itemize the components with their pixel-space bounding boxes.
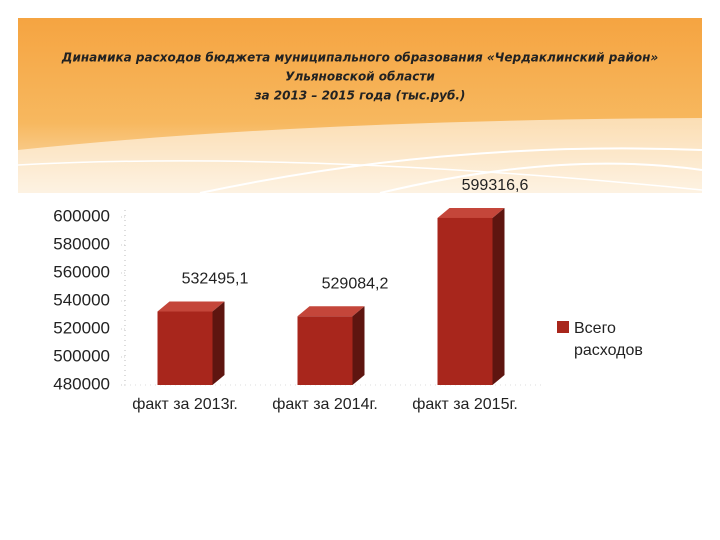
header-curve (379, 162, 703, 194)
data-label: 529084,2 (322, 276, 389, 293)
y-tick-label: 580000 (53, 234, 110, 253)
bar (297, 316, 353, 385)
bar-side (492, 207, 505, 385)
header-curve (199, 147, 703, 194)
y-tick-label: 540000 (53, 290, 110, 309)
bar-side (212, 301, 225, 385)
x-tick-label: факт за 2015г. (412, 396, 518, 413)
y-tick-label: 480000 (53, 374, 110, 393)
chart-title: за 2013 – 2015 года (тыс.руб.) (254, 89, 466, 103)
y-tick-label: 600000 (53, 206, 110, 225)
y-tick-label: 560000 (53, 262, 110, 281)
bar-top (437, 207, 505, 218)
bar-top (297, 306, 365, 317)
header-wave (18, 118, 702, 193)
x-tick-label: факт за 2014г. (272, 396, 378, 413)
bar (157, 311, 213, 385)
data-label: 532495,1 (182, 271, 249, 288)
bar-top (157, 301, 225, 312)
bar-side (352, 306, 365, 385)
y-tick-label: 500000 (53, 346, 110, 365)
legend-swatch (557, 321, 569, 333)
chart-title: Ульяновской области (285, 70, 435, 84)
x-tick-label: факт за 2013г. (132, 396, 238, 413)
bar (437, 217, 493, 385)
header-curve (17, 160, 703, 191)
data-label: 599316,6 (462, 177, 529, 194)
legend-label: Всего расходов (574, 320, 643, 359)
chart-title: Динамика расходов бюджета муниципального… (61, 51, 659, 65)
y-tick-label: 520000 (53, 318, 110, 337)
